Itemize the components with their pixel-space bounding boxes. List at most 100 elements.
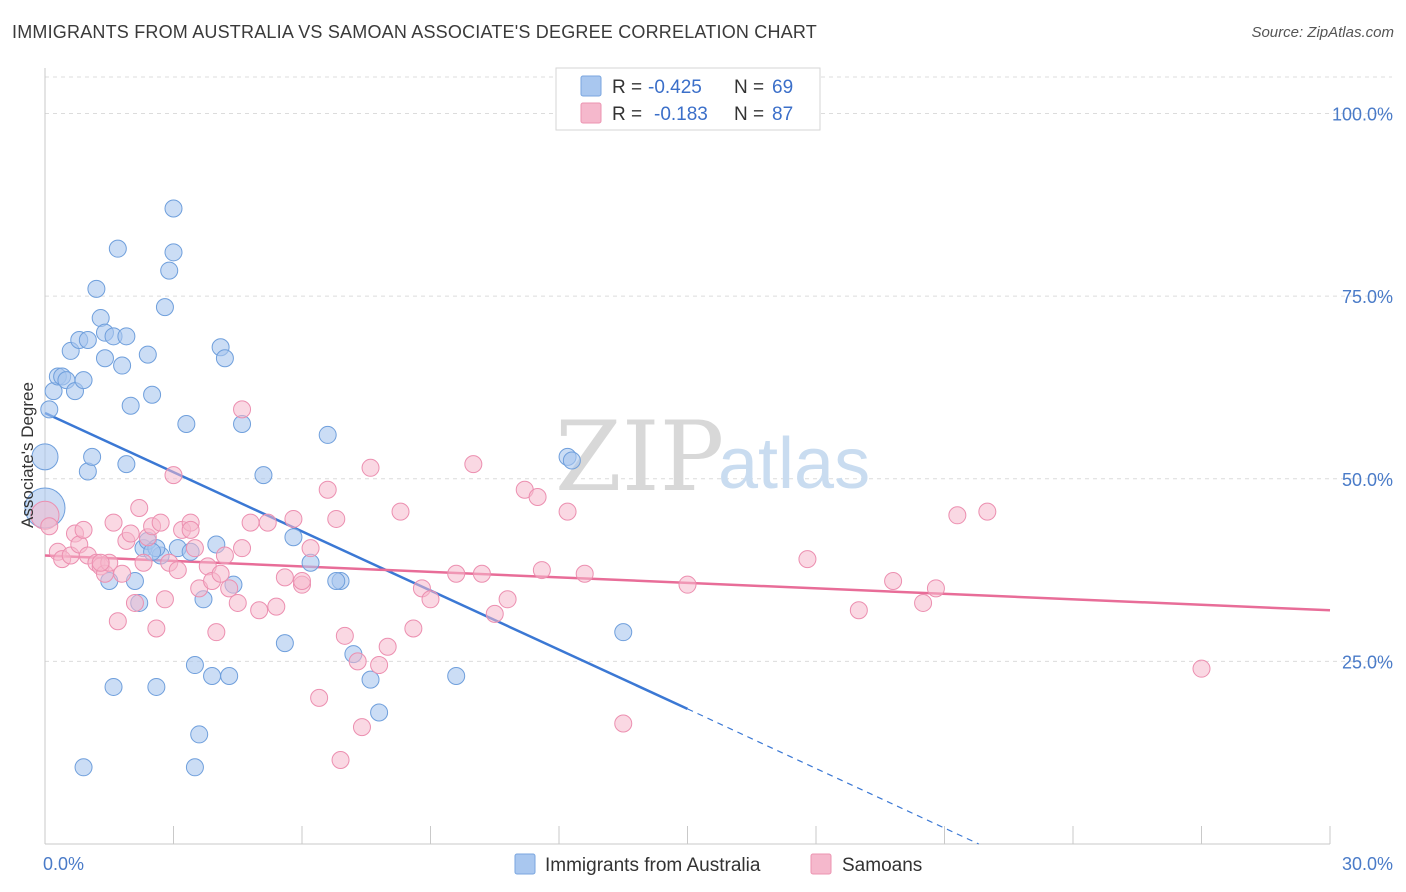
legend-n-value-1: 69	[772, 77, 793, 98]
data-point-samoans	[391, 502, 410, 521]
data-point-australia	[614, 623, 633, 642]
data-point-australia	[138, 345, 157, 364]
data-point-samoans	[104, 513, 123, 532]
data-point-samoans	[211, 564, 230, 583]
y-tick-label: 25.0%	[1342, 652, 1393, 672]
data-point-samoans	[301, 539, 320, 558]
data-point-samoans	[215, 546, 234, 565]
data-point-samoans	[914, 593, 933, 612]
data-point-australia	[254, 466, 273, 485]
data-point-australia	[143, 385, 162, 404]
data-point-australia	[447, 666, 466, 685]
data-point-samoans	[125, 593, 144, 612]
data-point-samoans	[331, 750, 350, 769]
data-point-australia	[78, 330, 97, 349]
y-tick-label: 100.0%	[1332, 105, 1393, 125]
data-point-australia	[160, 261, 179, 280]
series-samoans	[30, 400, 1211, 769]
data-point-samoans	[293, 572, 311, 591]
data-point-samoans	[498, 590, 517, 609]
y-tick-label: 50.0%	[1342, 470, 1393, 490]
data-point-australia	[215, 349, 234, 368]
chart-title: IMMIGRANTS FROM AUSTRALIA VS SAMOAN ASSO…	[12, 22, 817, 42]
data-point-australia	[104, 677, 123, 696]
data-point-samoans	[207, 623, 226, 642]
data-point-samoans	[1192, 659, 1211, 678]
data-point-samoans	[327, 509, 346, 528]
data-point-australia	[74, 758, 93, 777]
y-tick-label: 75.0%	[1342, 287, 1393, 307]
data-point-australia	[147, 677, 166, 696]
data-point-samoans	[352, 718, 371, 737]
watermark-atlas: atlas	[718, 424, 870, 504]
data-point-australia	[95, 349, 114, 368]
legend-r-value-2: -0.183	[654, 104, 708, 125]
data-point-australia	[327, 572, 346, 591]
legend-r-label-1: R =	[612, 77, 642, 98]
data-point-samoans	[378, 637, 397, 656]
legend-bottom-label-blue: Immigrants from Australia	[545, 855, 761, 876]
data-point-samoans	[40, 517, 59, 536]
data-point-samoans	[370, 656, 389, 675]
trendline-australia	[44, 411, 689, 710]
trendline-australia-extension	[687, 708, 980, 845]
data-point-samoans	[310, 688, 329, 707]
data-point-australia	[113, 356, 132, 375]
data-point-australia	[74, 371, 93, 390]
data-point-samoans	[233, 539, 252, 558]
y-tick-labels: 25.0% 50.0% 75.0% 100.0%	[1332, 105, 1393, 673]
data-point-samoans	[241, 513, 260, 532]
data-point-samoans	[485, 604, 504, 623]
data-point-samoans	[464, 455, 483, 474]
data-point-australia	[87, 279, 106, 298]
legend-top: R = -0.425 N = 69 R = -0.183 N = 87	[555, 67, 821, 131]
data-point-australia	[220, 666, 239, 685]
data-point-samoans	[220, 579, 239, 598]
data-point-samoans	[267, 597, 286, 616]
data-point-samoans	[74, 520, 93, 539]
data-point-samoans	[318, 480, 337, 499]
data-point-australia	[164, 243, 183, 262]
legend-bottom: Immigrants from Australia Samoans	[514, 853, 922, 876]
data-point-samoans	[528, 488, 547, 507]
data-point-samoans	[926, 579, 945, 598]
data-point-australia	[370, 703, 389, 722]
data-point-australia	[562, 451, 581, 470]
data-point-samoans	[91, 553, 110, 572]
legend-n-label-2: N =	[734, 104, 764, 125]
watermark-zip: ZIP	[555, 401, 724, 513]
x-tick-label: 0.0%	[43, 854, 84, 874]
data-point-samoans	[558, 502, 577, 521]
data-point-australia	[185, 656, 204, 675]
data-point-samoans	[275, 568, 294, 587]
data-point-samoans	[575, 564, 594, 583]
data-point-australia	[40, 400, 59, 419]
data-point-samoans	[614, 714, 633, 733]
data-point-australia	[108, 239, 127, 258]
data-point-australia	[121, 396, 140, 415]
data-point-samoans	[250, 601, 269, 620]
data-point-samoans	[233, 400, 252, 419]
data-point-australia	[190, 725, 209, 744]
data-point-samoans	[361, 458, 380, 477]
data-point-samoans	[404, 619, 423, 638]
legend-swatch-blue	[580, 75, 602, 97]
data-point-samoans	[113, 564, 132, 583]
data-point-samoans	[134, 553, 153, 572]
data-point-australia	[83, 447, 102, 466]
data-point-australia	[117, 327, 136, 346]
legend-bottom-label-pink: Samoans	[842, 855, 922, 876]
data-point-samoans	[335, 626, 354, 645]
legend-r-value-1: -0.425	[648, 77, 702, 98]
legend-r-label-2: R =	[612, 104, 642, 125]
series-immigrants-from-australia	[24, 199, 633, 777]
data-point-samoans	[151, 513, 170, 532]
data-point-australia	[284, 528, 303, 547]
data-point-samoans	[228, 593, 247, 612]
legend-bottom-swatch-pink	[810, 853, 832, 875]
data-point-samoans	[164, 466, 183, 485]
data-point-samoans	[884, 572, 903, 591]
y-axis-label: Associate's Degree	[18, 382, 37, 528]
legend-n-value-2: 87	[772, 104, 793, 125]
x-tick-label: 30.0%	[1342, 854, 1393, 874]
